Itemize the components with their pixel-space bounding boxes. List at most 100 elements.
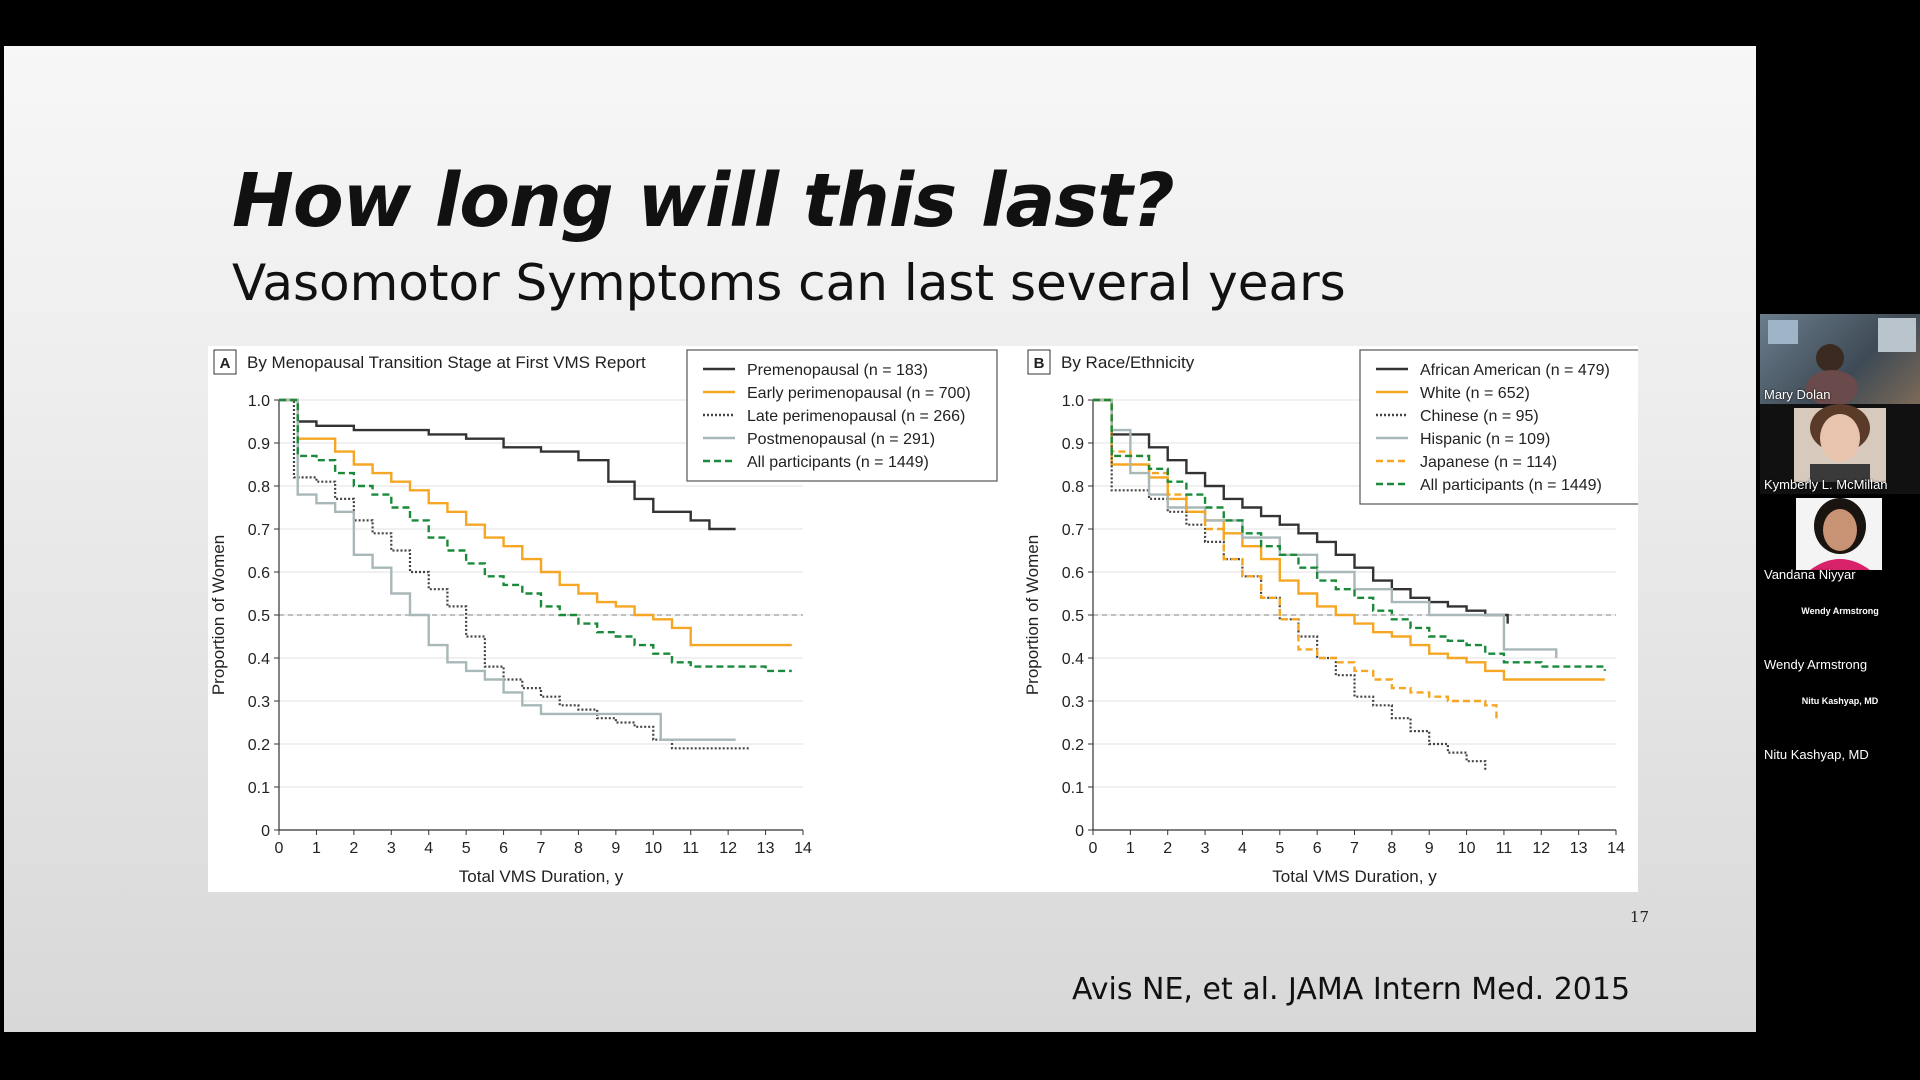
panel-a-y-tick-label: 0 <box>261 823 270 840</box>
panel-a-y-tick-label: 0.8 <box>248 479 270 496</box>
participant-tile-wendy[interactable]: Wendy Armstrong Wendy Armstrong <box>1760 584 1920 674</box>
panel-a-series-line-2 <box>279 398 751 750</box>
panel-b-y-tick-label: 0.2 <box>1062 737 1084 754</box>
participant-tile-mary-dolan[interactable]: Mary Dolan <box>1760 314 1920 404</box>
panel-b-series-line-5 <box>1093 398 1606 671</box>
panel-b-series-line-1 <box>1093 398 1605 681</box>
panel-a-series-line-1 <box>279 398 792 647</box>
slide-number: 17 <box>1630 908 1650 926</box>
panel-a-y-tick-label: 0.5 <box>248 608 270 625</box>
panel-a-x-tick-label: 14 <box>794 840 812 857</box>
panel-b-y-tick-label: 0.4 <box>1062 651 1084 668</box>
video-feed <box>1796 498 1882 570</box>
panel-b-series-line-4 <box>1093 398 1498 719</box>
panel-b-y-tick-label: 0.8 <box>1062 479 1084 496</box>
panel-a-y-axis-label: Proportion of Women <box>209 535 228 695</box>
panel-b-y-tick-label: 0.6 <box>1062 565 1084 582</box>
panel-b-label-box <box>1027 349 1051 375</box>
person-body <box>1806 370 1858 404</box>
participant-name: Wendy Armstrong <box>1764 657 1868 672</box>
panel-b-y-tick-label: 1.0 <box>1062 393 1084 410</box>
participant-center-label: Wendy Armstrong <box>1801 606 1879 616</box>
participant-name: Nitu Kashyap, MD <box>1764 747 1869 762</box>
panel-a-legend-label: Postmenopausal (n = 291) <box>747 431 935 448</box>
panel-b-x-tick-label: 11 <box>1496 840 1513 857</box>
person-body <box>1810 559 1870 570</box>
panel-b-legend-label: Japanese (n = 114) <box>1420 454 1557 471</box>
panel-a-legend-label: Early perimenopausal (n = 700) <box>747 385 971 402</box>
panel-b-series-line-3 <box>1093 398 1558 658</box>
panel-a-x-tick-label: 11 <box>682 840 699 857</box>
panel-a-legend-label: Late perimenopausal (n = 266) <box>747 408 965 425</box>
panel-b-y-tick-label: 0.1 <box>1062 780 1084 797</box>
participant-tile-kymberly[interactable]: Kymberly L. McMillan <box>1760 404 1920 494</box>
person-head <box>1823 509 1857 551</box>
panel-a-x-tick-label: 2 <box>349 840 358 857</box>
panel-a-label-box <box>213 349 237 375</box>
participant-tile-vandana[interactable]: Vandana Niyyar <box>1760 494 1920 584</box>
participant-name: Vandana Niyyar <box>1764 567 1856 582</box>
slide-title: How long will this last? <box>232 158 1175 244</box>
panel-a-x-tick-label: 8 <box>574 840 583 857</box>
panel-b-x-tick-label: 7 <box>1350 840 1359 857</box>
panel-b-y-tick-label: 0.7 <box>1062 522 1084 539</box>
panel-b-legend-box <box>1359 349 1641 505</box>
panel-a-y-tick-label: 1.0 <box>248 393 270 410</box>
panel-b-y-tick-label: 0 <box>1075 823 1084 840</box>
panel-b-x-tick-label: 6 <box>1313 840 1322 857</box>
panel-a-x-tick-label: 5 <box>462 840 471 857</box>
panel-a-x-tick-label: 13 <box>757 840 775 857</box>
panel-b-title: By Race/Ethnicity <box>1061 353 1195 372</box>
shelf-shape <box>1878 318 1916 352</box>
panel-a-series-line-3 <box>279 398 736 741</box>
panel-a-x-tick-label: 9 <box>611 840 620 857</box>
panel-a-y-tick-label: 0.2 <box>248 737 270 754</box>
panel-b-x-tick-label: 8 <box>1387 840 1396 857</box>
panel-a-x-tick-label: 10 <box>644 840 662 857</box>
panel-b-legend-label: White (n = 652) <box>1420 385 1530 402</box>
panel-a-x-tick-label: 6 <box>499 840 508 857</box>
participant-panel: Mary Dolan Kymberly L. McMillan Vandana … <box>1760 314 1920 766</box>
panel-a-y-tick-label: 0.6 <box>248 565 270 582</box>
video-feed <box>1768 318 1916 404</box>
panel-a-title: By Menopausal Transition Stage at First … <box>247 353 646 372</box>
person-body <box>1810 464 1870 482</box>
panel-b-x-tick-label: 14 <box>1607 840 1625 857</box>
person-head <box>1816 344 1844 372</box>
panel-b-x-tick-label: 4 <box>1238 840 1247 857</box>
panel-b-legend-label: All participants (n = 1449) <box>1420 477 1602 494</box>
panel-a-series-line-0 <box>279 398 736 531</box>
panel-b-x-tick-label: 1 <box>1126 840 1135 857</box>
person-head <box>1820 414 1860 462</box>
panel-b-x-tick-label: 0 <box>1089 840 1098 857</box>
panel-a-series-line-4 <box>279 398 792 673</box>
panel-a-x-tick-label: 4 <box>424 840 433 857</box>
participant-tile-nitu[interactable]: Nitu Kashyap, MD Nitu Kashyap, MD <box>1760 674 1920 764</box>
panel-b-y-tick-label: 0.5 <box>1062 608 1084 625</box>
panel-b-y-tick-label: 0.9 <box>1062 436 1084 453</box>
panel-b-legend-label: Hispanic (n = 109) <box>1420 431 1550 448</box>
slide-subtitle: Vasomotor Symptoms can last several year… <box>232 254 1346 312</box>
participant-name: Mary Dolan <box>1764 387 1831 402</box>
panel-b-x-tick-label: 5 <box>1275 840 1284 857</box>
participant-name: Kymberly L. McMillan <box>1764 477 1888 492</box>
panel-a-x-tick-label: 3 <box>387 840 396 857</box>
panel-b-x-tick-label: 12 <box>1532 840 1550 857</box>
panel-a-legend-label: All participants (n = 1449) <box>747 454 929 471</box>
panel-a-x-tick-label: 12 <box>719 840 737 857</box>
panel-b-x-tick-label: 3 <box>1201 840 1210 857</box>
panel-a-y-tick-label: 0.1 <box>248 780 270 797</box>
video-feed <box>1794 404 1886 482</box>
panel-a-y-tick-label: 0.4 <box>248 651 270 668</box>
citation: Avis NE, et al. JAMA Intern Med. 2015 <box>1072 972 1631 1007</box>
panel-b-x-tick-label: 2 <box>1163 840 1172 857</box>
window-shape <box>1768 320 1798 344</box>
panel-b-x-tick-label: 13 <box>1570 840 1588 857</box>
panel-b-x-axis-label: Total VMS Duration, y <box>1272 867 1437 886</box>
panel-b-legend-label: Chinese (n = 95) <box>1420 408 1539 425</box>
panel-a-label: A <box>220 355 231 372</box>
survival-charts: A By Menopausal Transition Stage at First… <box>209 349 1641 886</box>
panel-b-series-line-0 <box>1093 398 1509 624</box>
presentation-slide: How long will this last? Vasomotor Sympt… <box>4 46 1756 1032</box>
panel-b-label: B <box>1034 355 1045 372</box>
